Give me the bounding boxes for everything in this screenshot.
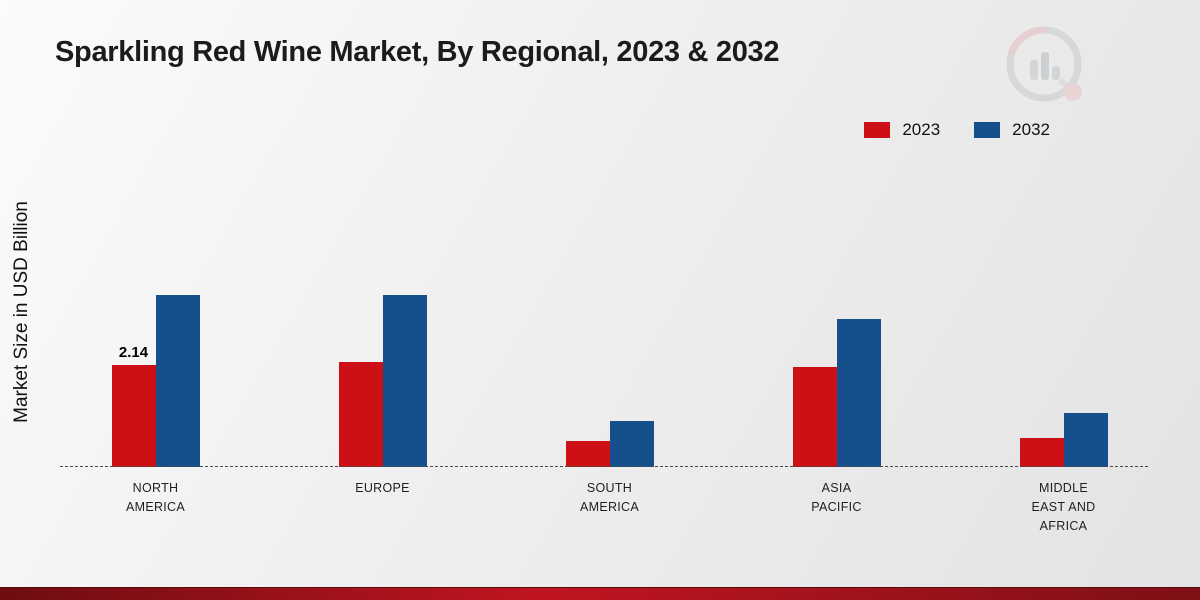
legend-swatch-2032	[974, 122, 1001, 138]
plot-area: 2.14	[42, 147, 1177, 467]
x-axis-labels: NORTH AMERICA EUROPE SOUTH AMERICA ASIA PAC…	[42, 479, 1177, 535]
bar-2023-middle-east-and-africa	[1019, 438, 1064, 467]
bar-groups: 2.14	[42, 147, 1177, 467]
legend-item-2032: 2032	[974, 120, 1050, 140]
bar-value-label: 2.14	[118, 344, 149, 361]
bar-2032-asia-pacific	[836, 319, 881, 467]
bar-group-europe	[269, 147, 496, 467]
bar-group-north-america: 2.14	[42, 147, 269, 467]
bar-2032-middle-east-and-africa	[1063, 413, 1108, 467]
legend-label-2032: 2032	[1012, 120, 1050, 139]
x-axis-label-europe: EUROPE	[355, 481, 410, 495]
x-axis-label-asia-pacific: ASIA PACIFIC	[811, 481, 862, 514]
bar-2032-south-america	[609, 421, 654, 467]
y-axis-label: Market Size in USD Billion	[11, 201, 32, 423]
bar-2032-north-america	[155, 295, 200, 467]
legend: 2023 2032	[864, 120, 1050, 140]
chart-title: Sparkling Red Wine Market, By Regional, …	[55, 36, 780, 68]
x-axis-line	[60, 466, 1148, 467]
legend-swatch-2023	[864, 122, 891, 138]
x-axis-label-middle-east-and-africa: MIDDLE EAST AND AFRICA	[1031, 481, 1096, 533]
x-axis-label-north-america: NORTH AMERICA	[125, 481, 186, 514]
bar-2023-north-america: 2.14	[111, 344, 156, 467]
bar-group-middle-east-and-africa	[950, 147, 1177, 467]
x-axis-label-south-america: SOUTH AMERICA	[579, 481, 640, 514]
bar-2023-asia-pacific	[792, 367, 837, 467]
bottom-accent-strip	[0, 587, 1200, 600]
bar-group-asia-pacific	[723, 147, 950, 467]
bar-2023-europe	[338, 362, 383, 467]
bar-group-south-america	[496, 147, 723, 467]
bar-2032-europe	[382, 295, 427, 467]
bar-2023-south-america	[565, 441, 610, 467]
mrfr-logo-watermark	[1000, 22, 1090, 115]
legend-label-2023: 2023	[902, 120, 941, 139]
legend-item-2023: 2023	[864, 120, 940, 140]
